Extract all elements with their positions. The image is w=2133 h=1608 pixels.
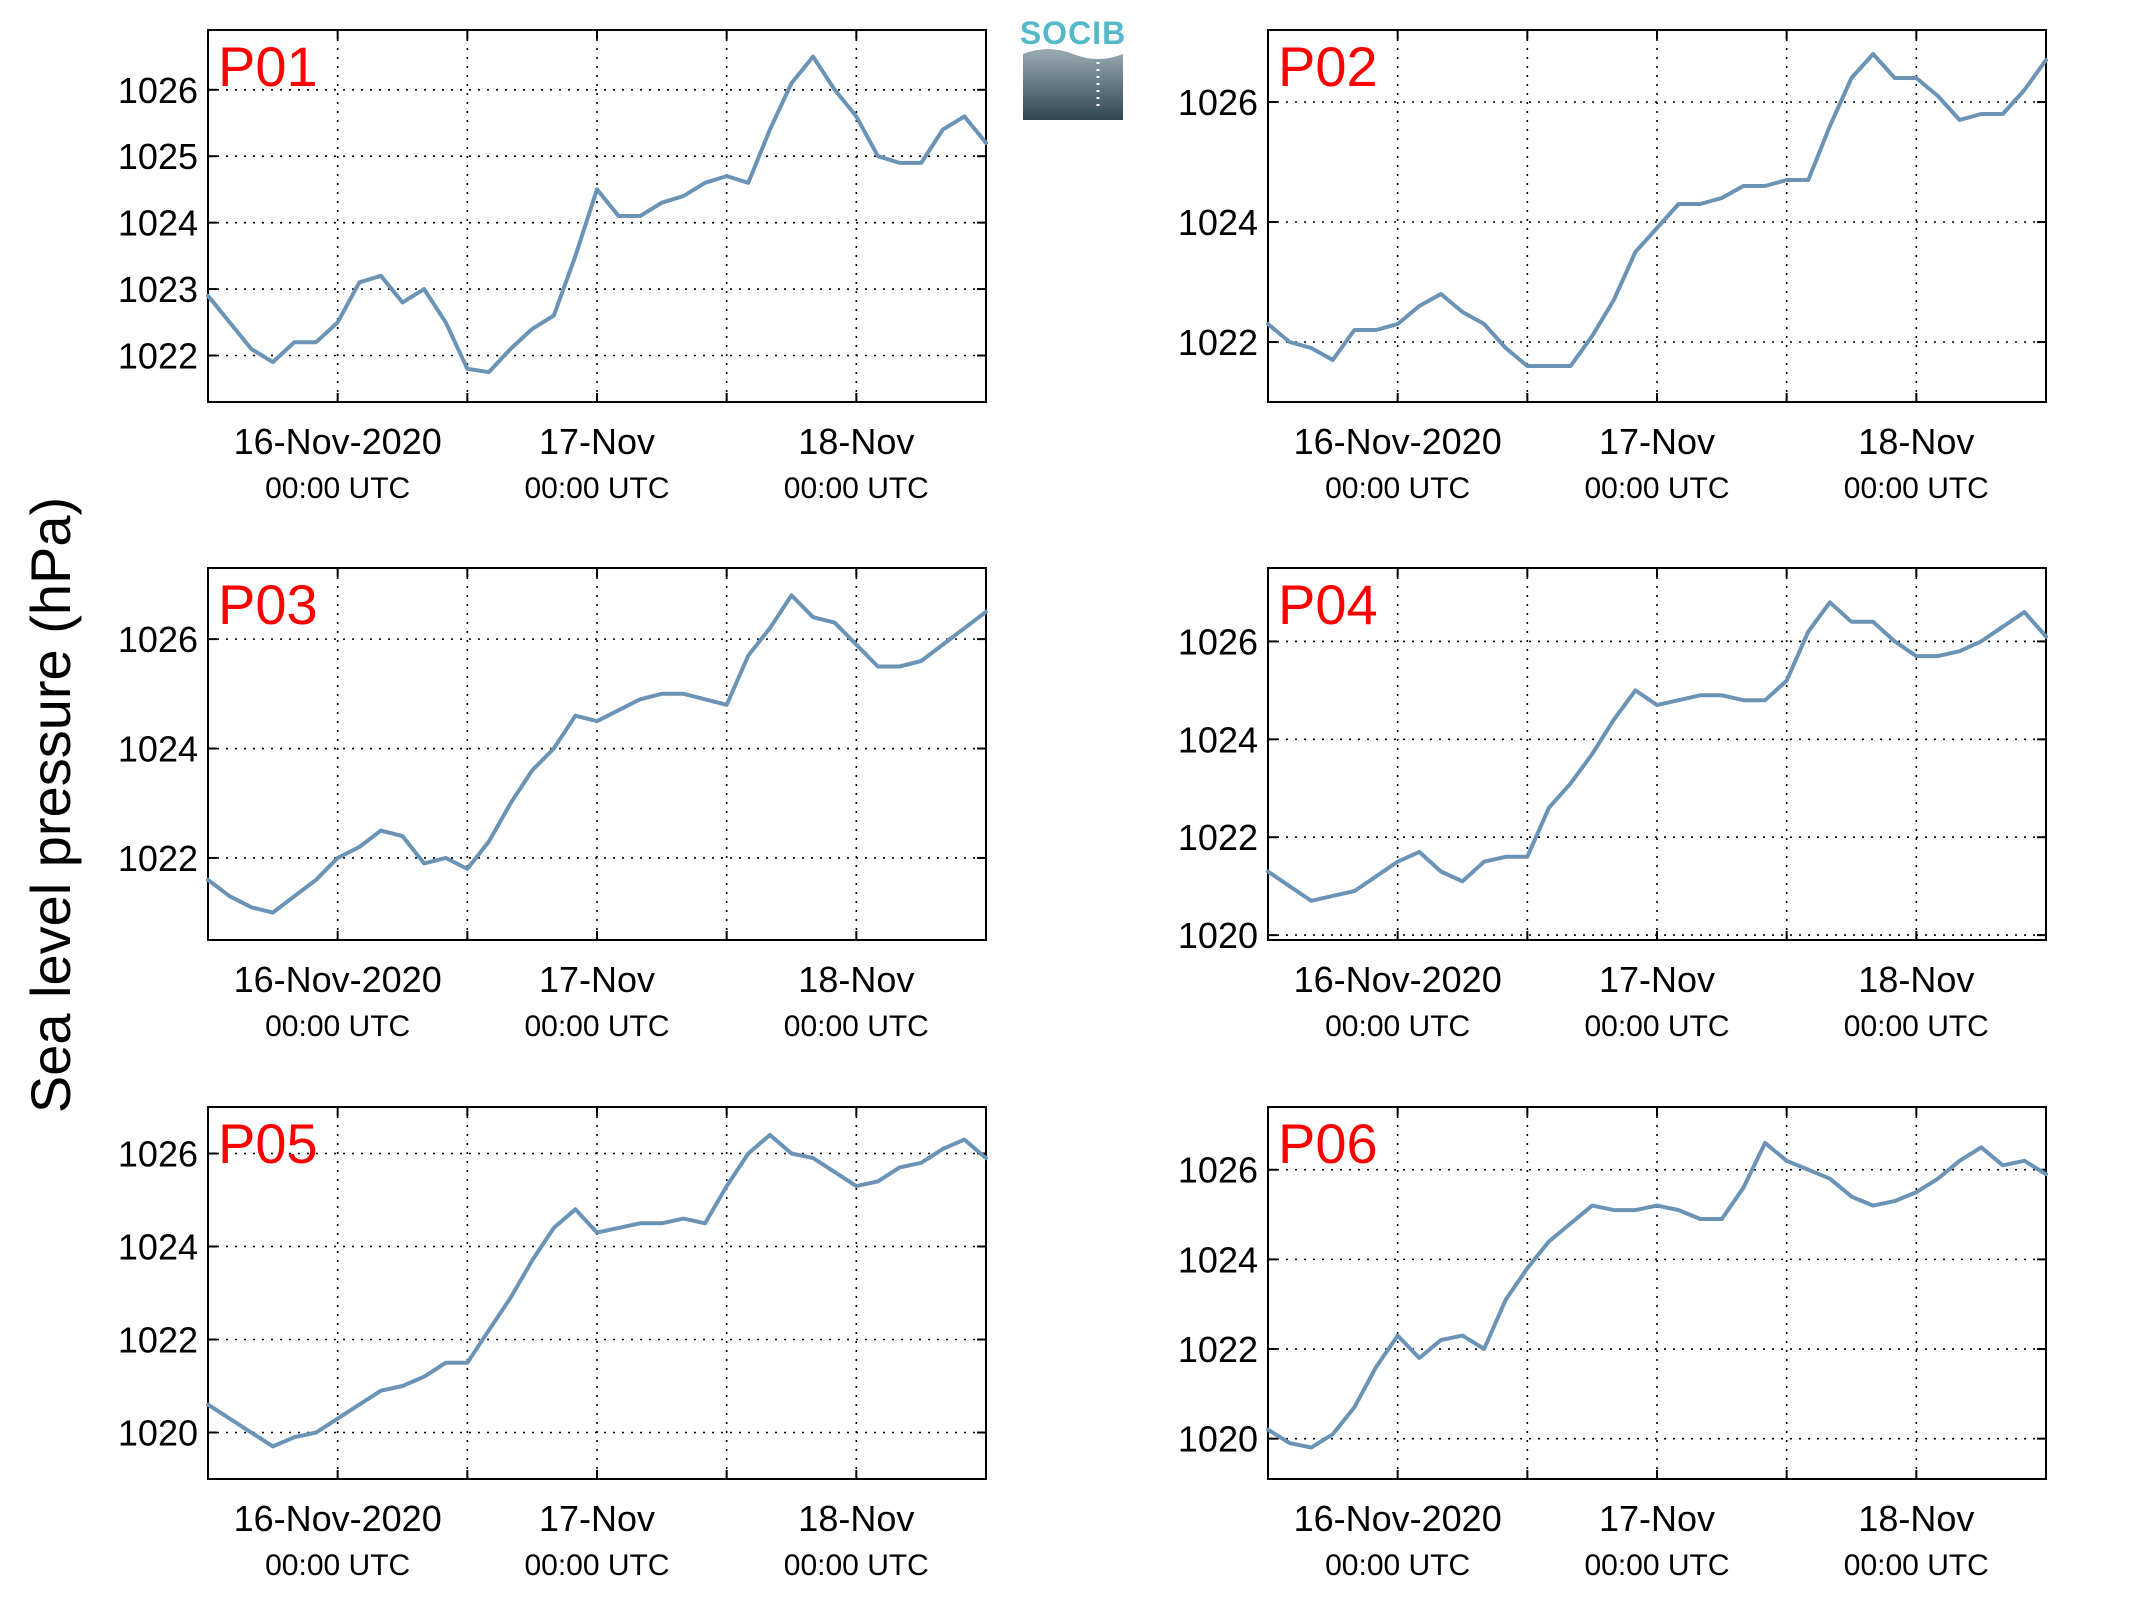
y-tick-label: 1024 xyxy=(1178,202,1258,243)
x-tick-label: 18-Nov xyxy=(1858,421,1974,462)
panel-label: P04 xyxy=(1278,573,1378,636)
x-tick-label: 17-Nov xyxy=(1599,1498,1715,1539)
panel-label: P05 xyxy=(218,1112,318,1175)
panel-p04: 1020 1022 1024 1026 16-Nov-2020 00:00 UTC 17-N… xyxy=(1178,567,2048,1043)
series-line xyxy=(206,54,988,375)
series-line xyxy=(1266,600,2048,903)
panel-label: P02 xyxy=(1278,35,1378,98)
y-axis-label: Sea level pressure (hPa) xyxy=(19,497,82,1113)
x-tick-sublabel: 00:00 UTC xyxy=(784,1549,929,1582)
y-tick-label: 1024 xyxy=(118,729,198,770)
x-tick-sublabel: 00:00 UTC xyxy=(265,472,410,505)
x-tick-sublabel: 00:00 UTC xyxy=(265,1549,410,1582)
x-tick-label: 16-Nov-2020 xyxy=(1294,1498,1502,1539)
x-tick-label: 18-Nov xyxy=(798,421,914,462)
x-tick-sublabel: 00:00 UTC xyxy=(524,1010,669,1043)
x-tick-sublabel: 00:00 UTC xyxy=(1844,1010,1989,1043)
y-tick-label: 1026 xyxy=(118,1134,198,1175)
series-line xyxy=(206,1132,988,1449)
panel-label: P01 xyxy=(218,35,318,98)
x-tick-label: 17-Nov xyxy=(539,421,655,462)
panel-p06: 1020 1022 1024 1026 16-Nov-2020 00:00 UTC 17-N… xyxy=(1178,1106,2048,1582)
y-tick-label: 1024 xyxy=(118,1227,198,1268)
panel-label: P06 xyxy=(1278,1112,1378,1175)
x-tick-sublabel: 00:00 UTC xyxy=(1844,472,1989,505)
x-tick-sublabel: 00:00 UTC xyxy=(265,1010,410,1043)
x-tick-sublabel: 00:00 UTC xyxy=(1325,472,1470,505)
x-tick-label: 17-Nov xyxy=(539,1498,655,1539)
x-tick-label: 17-Nov xyxy=(539,959,655,1000)
logo-wave xyxy=(1023,46,1123,59)
y-tick-label: 1026 xyxy=(1178,621,1258,662)
y-tick-label: 1022 xyxy=(1178,322,1258,363)
x-tick-sublabel: 00:00 UTC xyxy=(524,472,669,505)
x-tick-sublabel: 00:00 UTC xyxy=(1584,1010,1729,1043)
y-tick-label: 1026 xyxy=(1178,1150,1258,1191)
x-tick-sublabel: 00:00 UTC xyxy=(1325,1549,1470,1582)
logo-text: SOCIB xyxy=(1020,15,1126,51)
y-tick-label: 1020 xyxy=(1178,1419,1258,1460)
y-tick-label: 1026 xyxy=(118,70,198,111)
y-tick-label: 1026 xyxy=(1178,82,1258,123)
x-tick-label: 18-Nov xyxy=(798,1498,914,1539)
y-tick-label: 1023 xyxy=(118,269,198,310)
y-tick-label: 1020 xyxy=(118,1413,198,1454)
x-tick-label: 18-Nov xyxy=(798,959,914,1000)
x-tick-label: 18-Nov xyxy=(1858,1498,1974,1539)
x-tick-sublabel: 00:00 UTC xyxy=(1844,1549,1989,1582)
y-tick-label: 1022 xyxy=(1178,1329,1258,1370)
y-tick-label: 1025 xyxy=(118,136,198,177)
y-tick-label: 1024 xyxy=(118,203,198,244)
x-tick-label: 16-Nov-2020 xyxy=(234,421,442,462)
x-tick-sublabel: 00:00 UTC xyxy=(784,472,929,505)
panel-label: P03 xyxy=(218,573,318,636)
y-tick-label: 1022 xyxy=(118,838,198,879)
x-tick-label: 16-Nov-2020 xyxy=(234,959,442,1000)
y-tick-label: 1024 xyxy=(1178,1239,1258,1280)
x-tick-sublabel: 00:00 UTC xyxy=(1584,472,1729,505)
x-tick-sublabel: 00:00 UTC xyxy=(784,1010,929,1043)
x-tick-label: 17-Nov xyxy=(1599,959,1715,1000)
socib-logo: SOCIB xyxy=(1020,15,1126,120)
panel-p01: 1022 1023 1024 1025 1026 16-Nov-2020 00:00 UTC… xyxy=(118,29,988,505)
y-tick-label: 1026 xyxy=(118,619,198,660)
x-tick-sublabel: 00:00 UTC xyxy=(524,1549,669,1582)
x-tick-label: 16-Nov-2020 xyxy=(234,1498,442,1539)
series-line xyxy=(206,593,988,915)
x-tick-label: 16-Nov-2020 xyxy=(1294,959,1502,1000)
y-tick-label: 1024 xyxy=(1178,719,1258,760)
series-line xyxy=(1266,1140,2048,1450)
y-tick-label: 1022 xyxy=(118,336,198,377)
x-tick-sublabel: 00:00 UTC xyxy=(1325,1010,1470,1043)
panel-p05: 1020 1022 1024 1026 16-Nov-2020 00:00 UTC 17-N… xyxy=(118,1106,988,1582)
panels: 1022 1023 1024 1025 1026 16-Nov-2020 00:00 UTC… xyxy=(118,29,2048,1582)
x-tick-label: 16-Nov-2020 xyxy=(1294,421,1502,462)
panel-p02: 1022 1024 1026 16-Nov-2020 00:00 UTC 17-Nov 00… xyxy=(1178,29,2048,505)
x-tick-label: 17-Nov xyxy=(1599,421,1715,462)
y-tick-label: 1020 xyxy=(1178,915,1258,956)
panel-p03: 1022 1024 1026 16-Nov-2020 00:00 UTC 17-Nov 00… xyxy=(118,567,988,1043)
x-tick-label: 18-Nov xyxy=(1858,959,1974,1000)
y-tick-label: 1022 xyxy=(1178,817,1258,858)
series-line xyxy=(1266,52,2048,368)
y-tick-label: 1022 xyxy=(118,1320,198,1361)
x-tick-sublabel: 00:00 UTC xyxy=(1584,1549,1729,1582)
